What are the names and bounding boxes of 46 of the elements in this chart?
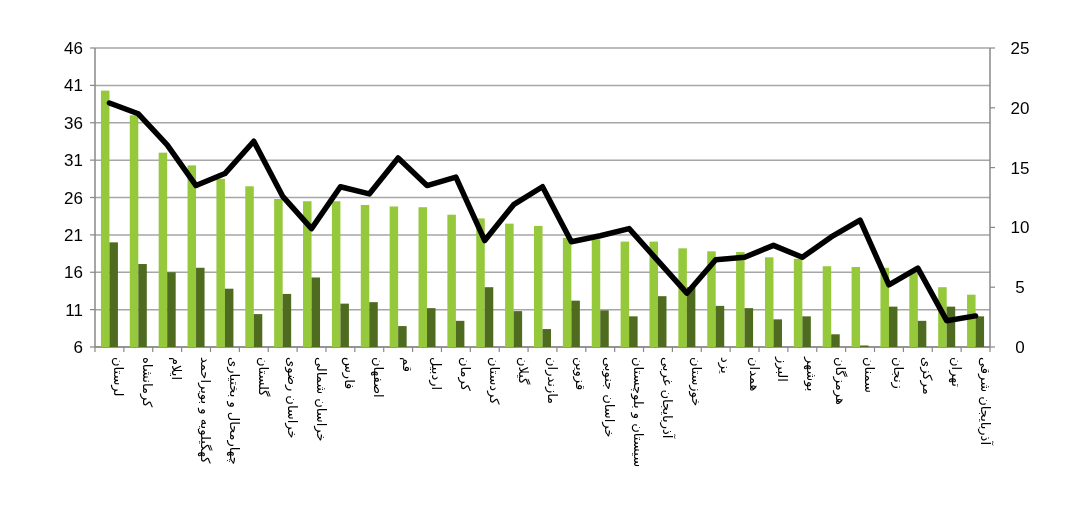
x-tick-label: گلستان xyxy=(255,357,271,398)
y-tick-label: 26 xyxy=(64,188,83,208)
y2-tick-label: 15 xyxy=(1010,158,1030,178)
y-tick-label: 36 xyxy=(64,113,83,133)
x-tick-label: قزوین xyxy=(572,357,589,391)
x-tick-label: خراسان جنوبی xyxy=(601,357,618,438)
x-tick-label: چهارمحال و بختیاری xyxy=(225,357,242,465)
x-tick-label: خوزستان xyxy=(687,357,704,407)
x-tick-label: سمنان xyxy=(862,357,878,393)
y2-tick-label: 0 xyxy=(1015,338,1025,357)
x-tick-label: سیستان و بلوچستان xyxy=(630,357,647,468)
x-tick-label: آذربایجان شرقی xyxy=(976,357,994,447)
y2-tick-label: 5 xyxy=(1015,278,1025,298)
x-tick-label: کرمان xyxy=(456,357,473,392)
y-tick-label: 31 xyxy=(64,151,83,171)
y-tick-label: 21 xyxy=(64,225,83,245)
x-tick-label: اصفهان xyxy=(370,357,387,398)
x-tick-label: ایلام xyxy=(169,357,185,381)
y-tick-label: 6 xyxy=(73,338,83,357)
y-tick-label: 41 xyxy=(64,76,83,96)
x-tick-label: مرکزی xyxy=(918,357,935,395)
y-tick-label: 16 xyxy=(64,263,83,283)
x-tick-label: کهگیلویه و بویراحمد xyxy=(197,357,214,465)
x-tick-label: یزد xyxy=(716,357,733,374)
y2-tick-label: 10 xyxy=(1010,218,1030,238)
x-tick-label: خراسان شمالی xyxy=(312,357,329,442)
x-tick-label: مازندران xyxy=(543,357,560,405)
x-tick-label: زنجان xyxy=(889,357,906,389)
x-tick-label: البرز xyxy=(774,356,791,382)
x-tick-label: همدان xyxy=(746,357,762,392)
x-tick-label: خراسان رضوی xyxy=(283,357,300,439)
x-tick-label: تهران xyxy=(947,357,964,388)
x-tick-label: کرمانشاه xyxy=(139,357,156,409)
y2-tick-label: 20 xyxy=(1010,98,1030,118)
x-tick-label: کردستان xyxy=(485,357,502,406)
y-tick-label: 46 xyxy=(64,39,83,58)
x-tick-label: اردبیل xyxy=(428,357,445,391)
y2-tick-label: 25 xyxy=(1010,39,1030,58)
x-tick-label: هرمزگان xyxy=(832,357,849,406)
x-tick-label: گیلان xyxy=(515,357,531,386)
x-tick-label: فارس xyxy=(341,357,358,390)
x-tick-label: لرستان xyxy=(110,357,127,397)
x-tick-label: قم xyxy=(399,357,416,372)
x-tick-label: آذربایجان غربی xyxy=(658,357,676,440)
y-tick-label: 11 xyxy=(65,300,83,320)
x-tick-label: بوشهر xyxy=(803,356,820,392)
